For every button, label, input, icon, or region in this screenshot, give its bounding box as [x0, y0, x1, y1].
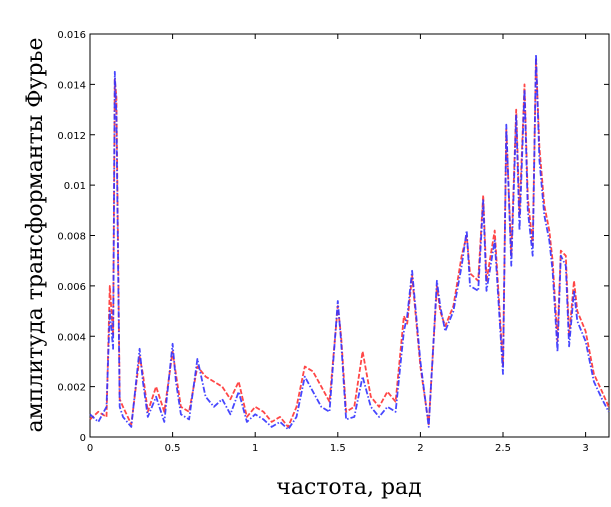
x-tick-label: 0: [87, 443, 93, 454]
y-tick-label: 0.016: [57, 30, 86, 41]
y-tick-label: 0.004: [57, 332, 86, 343]
x-tick-label: 0.5: [165, 443, 181, 454]
x-axis-title: частота, рад: [276, 475, 421, 500]
x-tick-label: 2.5: [495, 443, 511, 454]
series-layer: [89, 53, 610, 431]
x-tick-label: 2: [417, 443, 423, 454]
y-axis-ticks: 0 0.002 0.004 0.006 0.008 0.01 0.012 0.014 0.016: [57, 30, 609, 444]
x-axis-ticks: 0 0.5 1 1.5 2 2.5 3: [87, 34, 589, 454]
y-tick-label: 0.006: [57, 282, 86, 293]
series-line-2: [89, 53, 610, 431]
y-tick-label: 0: [80, 433, 86, 444]
plot-area: [89, 33, 610, 438]
y-tick-label: 0.01: [64, 181, 86, 192]
y-tick-label: 0.012: [57, 131, 86, 142]
x-tick-label: 3: [582, 443, 588, 454]
x-tick-label: 1.5: [330, 443, 346, 454]
y-tick-label: 0.002: [57, 383, 86, 394]
y-tick-label: 0.008: [57, 232, 86, 243]
plot-background: [89, 33, 610, 438]
x-tick-label: 1: [252, 443, 258, 454]
y-axis-title: амплитуда трансформанты Фурье: [23, 37, 48, 432]
y-tick-label: 0.014: [57, 80, 86, 91]
